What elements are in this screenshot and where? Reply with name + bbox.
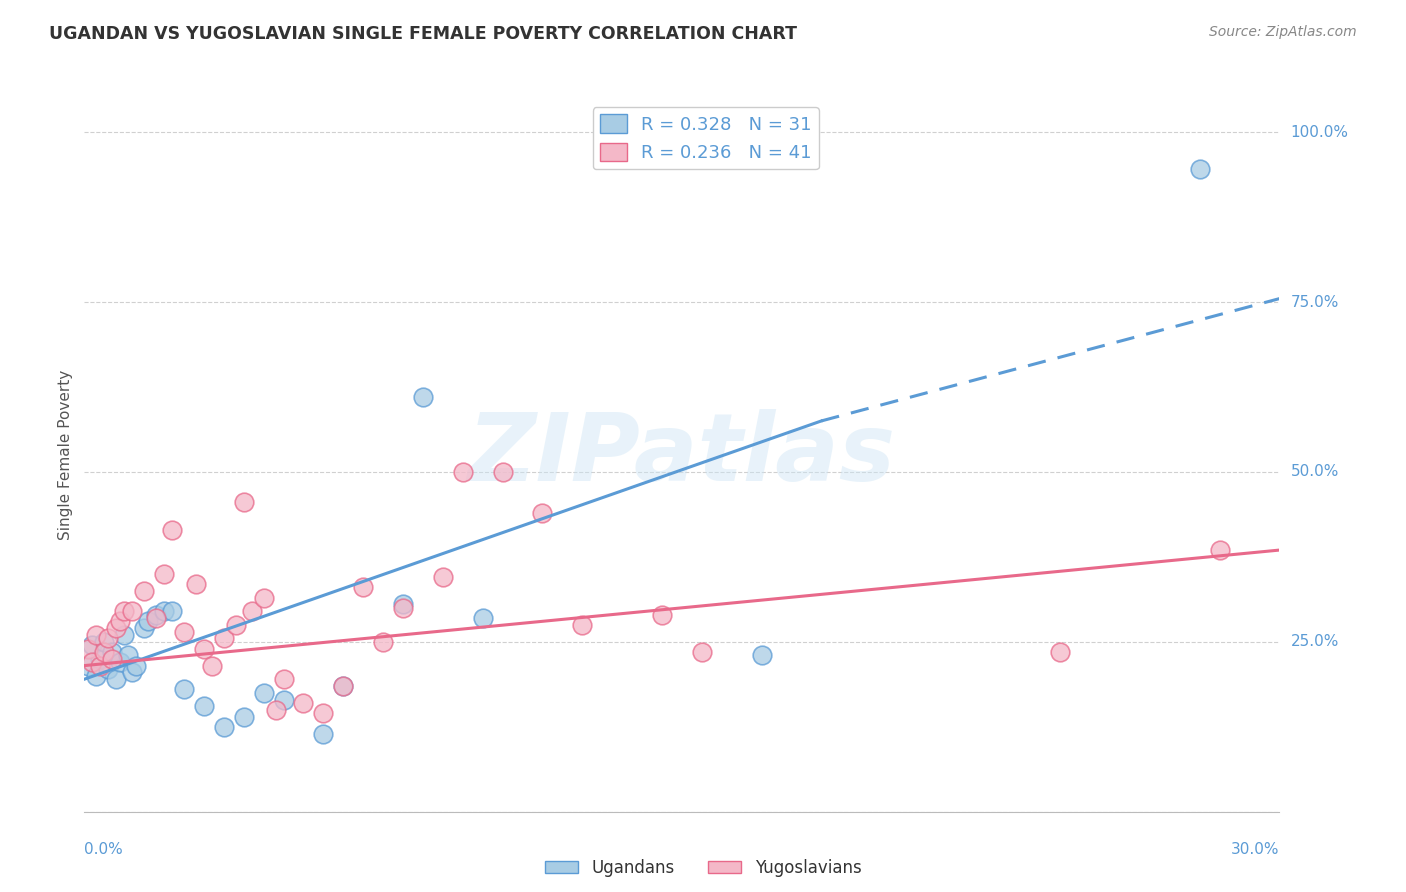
Point bbox=[97, 662, 120, 676]
Point bbox=[240, 604, 263, 618]
Point bbox=[110, 615, 132, 629]
Text: Source: ZipAtlas.com: Source: ZipAtlas.com bbox=[1209, 25, 1357, 39]
Point bbox=[110, 655, 132, 669]
Point bbox=[225, 617, 247, 632]
Point bbox=[232, 709, 254, 723]
Text: 50.0%: 50.0% bbox=[1291, 465, 1339, 479]
Point bbox=[264, 703, 287, 717]
Point bbox=[212, 632, 235, 646]
Point bbox=[332, 679, 354, 693]
Point bbox=[145, 607, 167, 622]
Text: 25.0%: 25.0% bbox=[1291, 634, 1339, 649]
Text: 100.0%: 100.0% bbox=[1291, 125, 1348, 140]
Point bbox=[373, 635, 395, 649]
Point bbox=[101, 652, 124, 666]
Point bbox=[492, 465, 515, 479]
Point bbox=[212, 720, 235, 734]
Text: 0.0%: 0.0% bbox=[84, 842, 124, 857]
Point bbox=[184, 577, 207, 591]
Point bbox=[82, 655, 104, 669]
Point bbox=[292, 696, 315, 710]
Point bbox=[432, 570, 454, 584]
Text: 30.0%: 30.0% bbox=[1232, 842, 1279, 857]
Point bbox=[571, 617, 593, 632]
Point bbox=[153, 604, 176, 618]
Point bbox=[273, 692, 295, 706]
Point bbox=[412, 390, 434, 404]
Point bbox=[112, 628, 135, 642]
Y-axis label: Single Female Poverty: Single Female Poverty bbox=[58, 370, 73, 540]
Point bbox=[89, 658, 111, 673]
Point bbox=[153, 566, 176, 581]
Point bbox=[201, 658, 224, 673]
Point bbox=[173, 682, 195, 697]
Point bbox=[173, 624, 195, 639]
Point bbox=[1188, 162, 1211, 177]
Point bbox=[93, 645, 115, 659]
Point bbox=[312, 706, 335, 721]
Point bbox=[105, 621, 128, 635]
Point bbox=[82, 638, 104, 652]
Point bbox=[86, 628, 108, 642]
Text: UGANDAN VS YUGOSLAVIAN SINGLE FEMALE POVERTY CORRELATION CHART: UGANDAN VS YUGOSLAVIAN SINGLE FEMALE POV… bbox=[49, 25, 797, 43]
Point bbox=[392, 598, 415, 612]
Point bbox=[136, 615, 159, 629]
Point bbox=[105, 672, 128, 686]
Point bbox=[471, 611, 494, 625]
Point bbox=[531, 506, 554, 520]
Point bbox=[253, 686, 276, 700]
Point bbox=[132, 583, 156, 598]
Legend: Ugandans, Yugoslavians: Ugandans, Yugoslavians bbox=[538, 853, 868, 884]
Point bbox=[86, 669, 108, 683]
Point bbox=[117, 648, 139, 663]
Point bbox=[451, 465, 474, 479]
Point bbox=[89, 652, 111, 666]
Point bbox=[160, 523, 183, 537]
Point bbox=[1209, 543, 1232, 558]
Point bbox=[77, 641, 100, 656]
Point bbox=[751, 648, 773, 663]
Point bbox=[193, 699, 215, 714]
Text: ZIPatlas: ZIPatlas bbox=[468, 409, 896, 501]
Point bbox=[101, 645, 124, 659]
Point bbox=[651, 607, 673, 622]
Point bbox=[193, 641, 215, 656]
Point bbox=[93, 635, 115, 649]
Point bbox=[392, 600, 415, 615]
Text: 75.0%: 75.0% bbox=[1291, 294, 1339, 310]
Point bbox=[232, 495, 254, 509]
Point bbox=[121, 665, 143, 680]
Point bbox=[125, 658, 148, 673]
Point bbox=[312, 726, 335, 740]
Legend: R = 0.328   N = 31, R = 0.236   N = 41: R = 0.328 N = 31, R = 0.236 N = 41 bbox=[592, 107, 820, 169]
Point bbox=[690, 645, 713, 659]
Point bbox=[132, 621, 156, 635]
Point bbox=[332, 679, 354, 693]
Point bbox=[77, 658, 100, 673]
Point bbox=[352, 581, 374, 595]
Point bbox=[253, 591, 276, 605]
Point bbox=[97, 632, 120, 646]
Point bbox=[273, 672, 295, 686]
Point bbox=[145, 611, 167, 625]
Point bbox=[1049, 645, 1071, 659]
Point bbox=[121, 604, 143, 618]
Point bbox=[112, 604, 135, 618]
Point bbox=[160, 604, 183, 618]
